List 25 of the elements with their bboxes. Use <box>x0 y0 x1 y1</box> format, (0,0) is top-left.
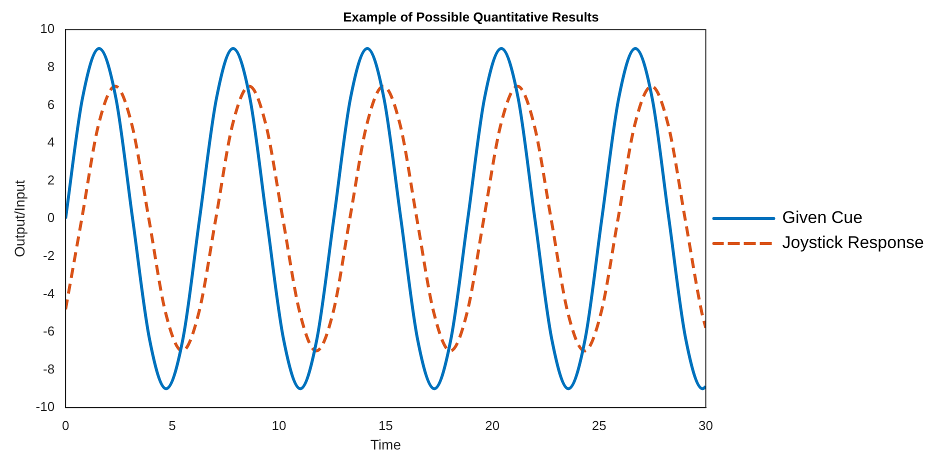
x-tick-label: 5 <box>168 418 176 433</box>
legend-label: Given Cue <box>782 208 863 228</box>
y-tick-label: 8 <box>47 58 55 74</box>
y-tick-label: 4 <box>47 134 55 150</box>
y-tick-label: -6 <box>43 324 55 339</box>
x-tick-label: 25 <box>592 418 606 433</box>
legend-label: Joystick Response <box>782 233 924 252</box>
y-tick-label: 6 <box>47 96 55 112</box>
x-tick-label: 30 <box>698 418 714 433</box>
x-axis-title: Time <box>370 436 402 452</box>
y-tick-label: -4 <box>43 286 55 301</box>
line-series <box>66 84 706 352</box>
y-tick-label: -8 <box>43 361 55 376</box>
y-tick-label: 10 <box>40 21 55 36</box>
y-tick-label: -10 <box>36 399 55 414</box>
y-tick-label: 2 <box>47 172 55 188</box>
chart-title: Example of Possible Quantitative Results <box>343 9 599 24</box>
x-tick-label: 10 <box>272 418 286 433</box>
y-axis-title: Output/Input <box>11 180 28 258</box>
x-tick-label: 15 <box>378 418 393 433</box>
x-tick-label: 0 <box>62 418 70 433</box>
x-tick-label: 20 <box>485 418 500 433</box>
y-tick-label: -2 <box>43 248 55 263</box>
line-series <box>66 47 706 390</box>
y-tick-label: 0 <box>47 210 55 226</box>
